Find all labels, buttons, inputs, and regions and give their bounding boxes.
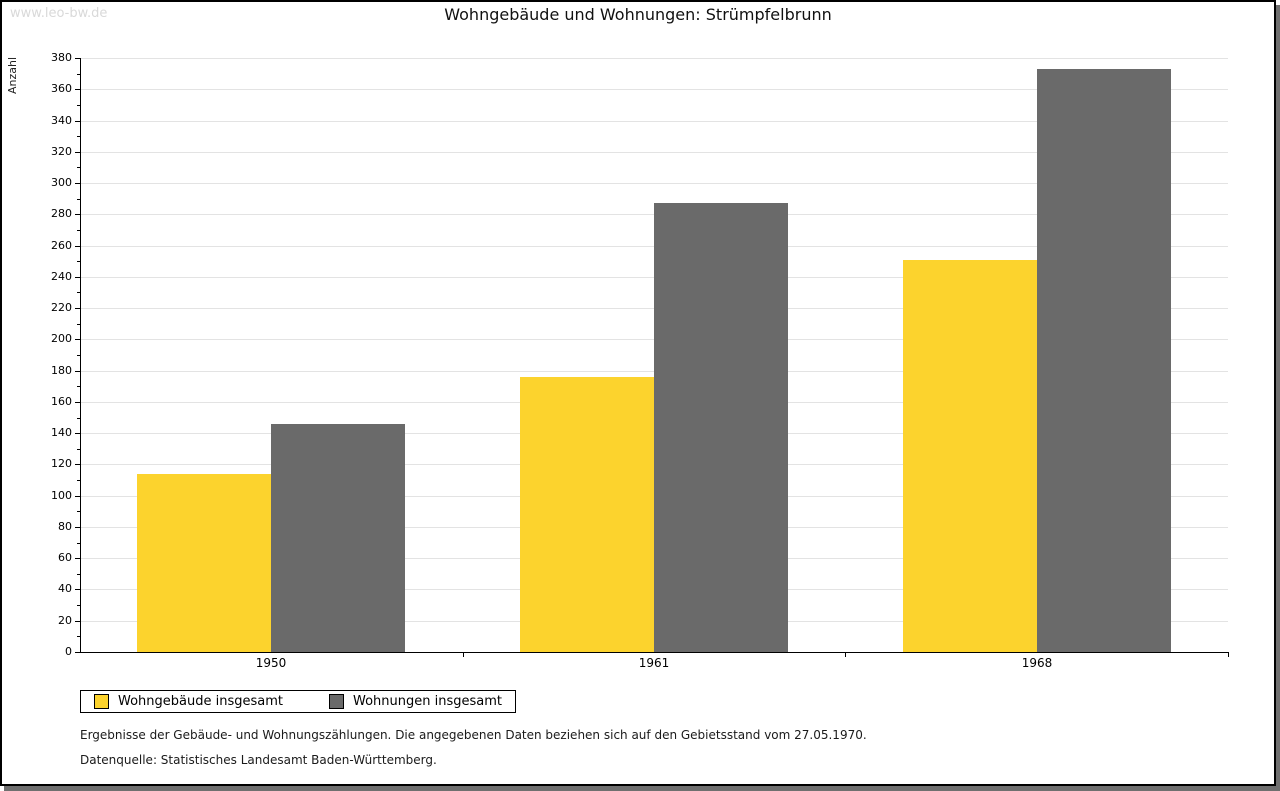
y-tick-label: 320 [51,144,72,158]
y-major-tick [75,89,80,91]
y-tick-label: 0 [65,645,72,658]
legend-item-wohngebaeude: Wohngebäude insgesamt [94,694,283,709]
y-major-tick [75,151,80,153]
bar-1961-wohnungen [654,203,788,652]
y-tick-label: 120 [51,457,72,471]
bar-1968-wohngebaeude [903,260,1037,652]
y-major-tick [75,526,80,528]
y-tick-label: 300 [51,176,72,190]
leo-bw-watermark: www.leo-bw.de [10,6,108,21]
y-tick-label: 60 [58,551,72,565]
y-tick-label: 180 [51,363,72,377]
x-boundary-tick [463,652,464,657]
y-tick-label: 240 [51,269,72,283]
legend-swatch-wohngebaeude [94,694,109,709]
y-axis [80,58,81,652]
legend: Wohngebäude insgesamt Wohnungen insgesam… [80,690,516,713]
x-tick-label: 1950 [255,656,287,670]
bar-1968-wohnungen [1037,69,1171,652]
y-tick-label: 160 [51,394,72,408]
legend-label-wohnungen: Wohnungen insgesamt [353,694,502,709]
y-major-tick [75,308,80,310]
y-tick-label: 40 [58,582,72,596]
legend-swatch-wohnungen [329,694,344,709]
y-minor-tick [77,448,80,450]
y-minor-tick [77,136,80,138]
y-minor-tick [77,229,80,231]
bar-1950-wohnungen [271,424,405,652]
y-major-tick [75,214,80,216]
y-tick-label: 380 [51,51,72,64]
y-major-tick [75,589,80,591]
y-major-tick [75,183,80,185]
legend-item-wohnungen: Wohnungen insgesamt [329,694,502,709]
y-minor-tick [77,323,80,325]
y-major-tick [75,464,80,466]
x-tick-label: 1961 [638,656,670,670]
y-tick-label: 80 [58,519,72,533]
bar-1961-wohngebaeude [520,377,654,652]
y-tick-label: 20 [58,613,72,627]
gridline [80,151,1228,153]
y-minor-tick [77,636,80,638]
y-tick-label: 340 [51,113,72,127]
y-major-tick [75,401,80,403]
y-major-tick [75,620,80,622]
y-minor-tick [77,417,80,419]
gridline [80,183,1228,185]
x-boundary-tick [845,652,846,657]
y-major-tick [75,245,80,247]
y-minor-tick [77,73,80,75]
y-major-tick [75,652,80,653]
y-major-tick [75,433,80,435]
gridline [80,120,1228,122]
y-major-tick [75,339,80,341]
y-minor-tick [77,167,80,169]
y-minor-tick [77,104,80,106]
y-minor-tick [77,355,80,356]
x-tick-label: 1968 [1021,656,1053,670]
y-tick-label: 260 [51,238,72,252]
x-boundary-tick [1228,652,1229,657]
y-minor-tick [77,511,80,513]
y-major-tick [75,276,80,278]
x-axis [80,652,1229,653]
y-minor-tick [77,261,80,263]
y-major-tick [75,370,80,372]
y-tick-label: 200 [51,332,72,346]
y-minor-tick [77,292,80,294]
y-major-tick [75,58,80,59]
y-tick-label: 280 [51,207,72,221]
gridline [80,58,1228,59]
y-major-tick [75,558,80,560]
y-minor-tick [77,386,80,388]
y-tick-label: 360 [51,82,72,96]
footnote-gebietsstand: Ergebnisse der Gebäude- und Wohnungszähl… [80,728,867,742]
y-major-tick [75,495,80,497]
y-tick-label: 220 [51,301,72,315]
y-tick-label: 100 [51,488,72,502]
y-axis-label: Anzahl [6,56,19,94]
y-minor-tick [77,605,80,607]
y-minor-tick [77,573,80,575]
y-minor-tick [77,198,80,200]
gridline [80,89,1228,91]
y-minor-tick [77,542,80,544]
y-major-tick [75,120,80,122]
y-tick-label: 140 [51,426,72,440]
y-minor-tick [77,480,80,482]
footnote-datenquelle: Datenquelle: Statistisches Landesamt Bad… [80,753,437,767]
legend-label-wohngebaeude: Wohngebäude insgesamt [118,694,283,709]
bar-1950-wohngebaeude [137,474,271,652]
chart-title: Wohngebäude und Wohnungen: Strümpfelbrun… [444,5,832,24]
